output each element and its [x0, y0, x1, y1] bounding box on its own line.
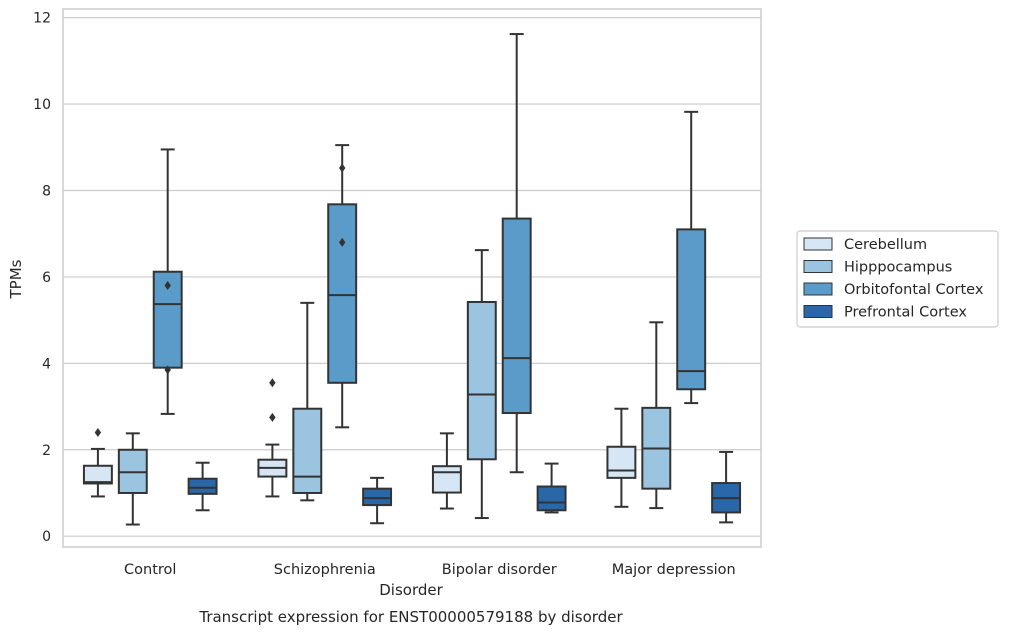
box-body — [466, 300, 497, 461]
legend-swatch — [803, 305, 833, 318]
box-body — [501, 217, 532, 415]
box-hipppocampus — [292, 301, 323, 502]
box-body — [676, 228, 707, 391]
box-body — [362, 487, 393, 507]
box-cerebellum — [431, 432, 462, 510]
box-orbitofontal-cortex — [676, 110, 707, 405]
outlier-point — [269, 378, 276, 388]
outlier-point — [164, 281, 171, 291]
box-layer — [82, 33, 742, 526]
box-hipppocampus — [466, 249, 497, 520]
legend: Cerebellum Hipppocampus Orbitofontal Corte… — [796, 230, 999, 328]
plot-frame — [62, 8, 762, 548]
outlier-point — [164, 365, 171, 375]
y-tick-label: 8 — [42, 183, 51, 199]
x-tick-label: Schizophrenia — [274, 562, 376, 578]
legend-label: Hipppocampus — [844, 260, 952, 276]
x-axis-label: Disorder — [379, 581, 443, 599]
box-hipppocampus — [641, 321, 672, 510]
box-prefrontal-cortex — [711, 450, 742, 524]
x-tick-label: Control — [124, 562, 176, 578]
legend-swatch — [803, 282, 833, 296]
box-orbitofontal-cortex — [327, 144, 358, 429]
legend-frame — [796, 230, 999, 328]
box-cerebellum — [257, 378, 288, 498]
y-tick-label: 0 — [42, 529, 51, 545]
box-orbitofontal-cortex — [501, 33, 532, 474]
box-cerebellum — [606, 407, 637, 508]
outlier-point — [94, 427, 102, 437]
legend-label: Cerebellum — [844, 237, 927, 253]
box-body — [431, 465, 462, 494]
box-hipppocampus — [117, 432, 148, 526]
y-tick-label: 6 — [42, 270, 51, 286]
chart-caption: Transcript expression for ENST0000057918… — [198, 608, 623, 626]
box-prefrontal-cortex — [187, 461, 218, 512]
y-tick-label: 10 — [33, 97, 51, 113]
box-body — [606, 445, 637, 479]
box-body — [187, 477, 218, 495]
legend-label: Prefrontal Cortex — [844, 305, 967, 321]
outlier-point — [339, 237, 346, 247]
box-orbitofontal-cortex — [152, 148, 183, 415]
outlier-point — [339, 163, 346, 173]
box-body — [82, 464, 113, 485]
y-tick-label: 4 — [42, 356, 51, 372]
x-tick-label: Bipolar disorder — [442, 562, 557, 578]
box-body — [536, 485, 567, 512]
y-tick-label: 2 — [42, 443, 51, 459]
axis-layer: 0 2 4 6 8 10 12 Control Schizophrenia Bipolar dis… — [33, 8, 762, 578]
box-cerebellum — [82, 427, 113, 498]
box-body — [292, 407, 323, 494]
y-axis-label: TPMs — [7, 259, 25, 299]
box-prefrontal-cortex — [536, 462, 567, 514]
outlier-point — [269, 412, 276, 422]
y-tick-label: 12 — [33, 11, 51, 27]
box-prefrontal-cortex — [362, 476, 393, 525]
box-body — [327, 203, 358, 384]
x-tick-label: Major depression — [612, 562, 736, 578]
legend-swatch — [803, 237, 833, 251]
legend-label: Orbitofontal Cortex — [844, 282, 984, 298]
legend-swatch — [803, 260, 833, 273]
